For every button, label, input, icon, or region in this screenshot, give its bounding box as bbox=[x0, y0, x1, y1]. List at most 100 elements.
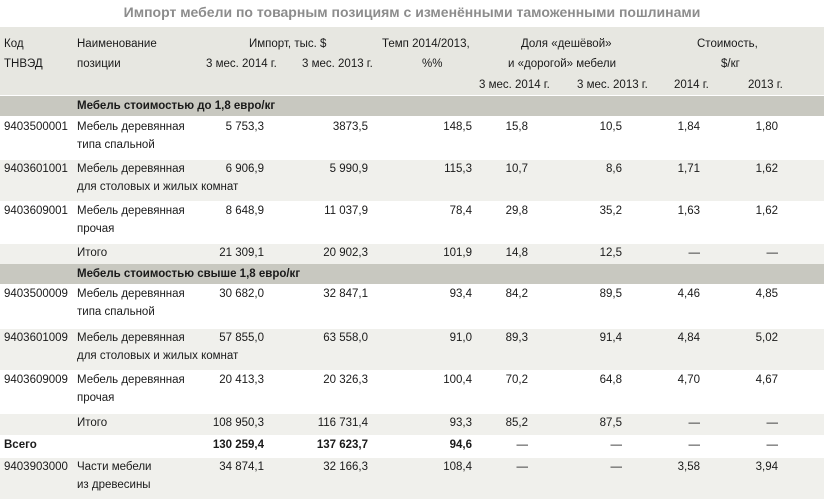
cell-cost-2014: 3,58 bbox=[677, 461, 700, 473]
cell-name-2: прочая bbox=[77, 223, 115, 235]
cell-cost-2013: 4,67 bbox=[755, 374, 778, 386]
cell-share-2014: 14,8 bbox=[505, 247, 528, 259]
cell-share-2013: — bbox=[610, 439, 623, 451]
cell-share-2014: 85,2 bbox=[505, 417, 528, 429]
cell-rate: 108,4 bbox=[443, 461, 472, 473]
cell-rate: 91,0 bbox=[449, 332, 472, 344]
cell-cost-2014: 1,84 bbox=[677, 121, 700, 133]
cell-code: 9403903000 bbox=[4, 461, 68, 473]
cell-code: Всего bbox=[4, 439, 37, 451]
header-share: Доля «дешёвой» bbox=[521, 38, 612, 50]
cell-cost-2013: 1,62 bbox=[755, 205, 778, 217]
cell-cost-2013: 1,62 bbox=[755, 163, 778, 175]
cell-share-2013: 91,4 bbox=[599, 332, 622, 344]
section-title: Мебель стоимостью свыше 1,8 евро/кг bbox=[77, 268, 301, 280]
cell-cost-2013: — bbox=[766, 417, 779, 429]
header-name-2: позиции bbox=[77, 58, 121, 70]
cell-share-2013: 12,5 bbox=[599, 247, 622, 259]
cell-cost-2014: 1,63 bbox=[677, 205, 700, 217]
header-share-2013: 3 мес. 2013 г. bbox=[577, 79, 648, 91]
cell-import-2014: 57 855,0 bbox=[219, 332, 264, 344]
cell-import-2013: 20 902,3 bbox=[323, 247, 368, 259]
cell-rate: 78,4 bbox=[449, 205, 472, 217]
cell-import-2014: 30 682,0 bbox=[219, 288, 264, 300]
cell-import-2014: 8 648,9 bbox=[225, 205, 264, 217]
cell-share-2014: — bbox=[516, 461, 529, 473]
cell-share-2014: 70,2 bbox=[505, 374, 528, 386]
cell-share-2013: 8,6 bbox=[606, 163, 622, 175]
header-cost-2013: 2013 г. bbox=[748, 79, 783, 91]
page-title: Импорт мебели по товарным позициям с изм… bbox=[123, 4, 701, 20]
cell-share-2014: 10,7 bbox=[505, 163, 528, 175]
cell-name: Части мебели bbox=[77, 461, 152, 473]
cell-cost-2013: — bbox=[766, 439, 779, 451]
header-cost: Стоимость, bbox=[697, 38, 758, 50]
cell-cost-2014: — bbox=[688, 247, 701, 259]
cell-rate: 115,3 bbox=[444, 163, 472, 175]
cell-name: Мебель деревянная bbox=[77, 163, 185, 175]
cell-import-2014: 21 309,1 bbox=[219, 247, 264, 259]
cell-share-2014: 84,2 bbox=[505, 288, 528, 300]
cell-name: Итого bbox=[77, 417, 108, 429]
cell-cost-2013: 5,02 bbox=[755, 332, 778, 344]
table-row-zebra bbox=[0, 160, 824, 201]
cell-cost-2013: 3,94 bbox=[755, 461, 778, 473]
cell-code: 9403609009 bbox=[4, 374, 68, 386]
cell-name: Мебель деревянная bbox=[77, 121, 185, 133]
header-import-2014: 3 мес. 2014 г. bbox=[206, 58, 277, 70]
section-band bbox=[0, 264, 824, 284]
cell-code: 9403500001 bbox=[4, 121, 68, 133]
cell-cost-2014: 4,84 bbox=[677, 332, 700, 344]
cell-code: 9403601001 bbox=[4, 163, 68, 175]
cell-import-2014: 108 950,3 bbox=[212, 417, 264, 429]
cell-cost-2013: 1,80 bbox=[755, 121, 778, 133]
cell-name: Мебель деревянная bbox=[77, 205, 185, 217]
header-cost-unit: $/кг bbox=[721, 58, 740, 70]
table-row-zebra bbox=[0, 329, 824, 370]
cell-rate: 101,9 bbox=[443, 247, 472, 259]
cell-cost-2014: 1,71 bbox=[677, 163, 700, 175]
cell-rate: 100,4 bbox=[443, 374, 472, 386]
cell-share-2014: 29,8 bbox=[505, 205, 528, 217]
cell-import-2013: 3873,5 bbox=[332, 121, 368, 133]
cell-cost-2014: 4,46 bbox=[677, 288, 700, 300]
cell-name-2: из древесины bbox=[77, 479, 151, 491]
header-rate: Темп 2014/2013, bbox=[382, 38, 470, 50]
cell-name-2: для столовых и жилых комнат bbox=[77, 181, 239, 193]
cell-import-2014: 20 413,3 bbox=[219, 374, 264, 386]
header-cost-2014: 2014 г. bbox=[674, 79, 709, 91]
cell-import-2013: 11 037,9 bbox=[324, 205, 368, 217]
cell-rate: 94,6 bbox=[449, 439, 472, 451]
header-share-2: и «дорогой» мебели bbox=[508, 58, 617, 70]
cell-name: Итого bbox=[77, 247, 108, 259]
cell-code: 9403609001 bbox=[4, 205, 68, 217]
cell-import-2013: 32 847,1 bbox=[323, 288, 368, 300]
table-header bbox=[0, 27, 824, 95]
cell-name-2: прочая bbox=[77, 392, 115, 404]
cell-code: 9403601009 bbox=[4, 332, 68, 344]
cell-import-2013: 63 558,0 bbox=[323, 332, 368, 344]
cell-cost-2014: — bbox=[688, 417, 701, 429]
cell-code: 9403500009 bbox=[4, 288, 68, 300]
header-import: Импорт, тыс. $ bbox=[249, 38, 327, 50]
header-rate-unit: %% bbox=[422, 58, 443, 70]
cell-import-2013: 5 990,9 bbox=[329, 163, 368, 175]
cell-import-2013: 20 326,3 bbox=[323, 374, 368, 386]
cell-name-2: типа спальной bbox=[77, 139, 155, 151]
cell-import-2013: 116 731,4 bbox=[317, 417, 368, 429]
cell-name: Мебель деревянная bbox=[77, 374, 185, 386]
cell-cost-2014: — bbox=[688, 439, 701, 451]
header-import-2013: 3 мес. 2013 г. bbox=[302, 58, 373, 70]
cell-import-2014: 130 259,4 bbox=[212, 439, 264, 451]
cell-rate: 148,5 bbox=[443, 121, 472, 133]
cell-import-2014: 5 753,3 bbox=[225, 121, 264, 133]
cell-import-2014: 34 874,1 bbox=[219, 461, 264, 473]
cell-share-2013: 35,2 bbox=[599, 205, 622, 217]
cell-import-2013: 137 623,7 bbox=[316, 439, 368, 451]
cell-rate: 93,4 bbox=[449, 288, 472, 300]
header-share-2014: 3 мес. 2014 г. bbox=[479, 79, 550, 91]
cell-name: Мебель деревянная bbox=[77, 288, 185, 300]
cell-import-2014: 6 906,9 bbox=[225, 163, 264, 175]
cell-share-2014: 15,8 bbox=[505, 121, 528, 133]
cell-rate: 93,3 bbox=[449, 417, 472, 429]
